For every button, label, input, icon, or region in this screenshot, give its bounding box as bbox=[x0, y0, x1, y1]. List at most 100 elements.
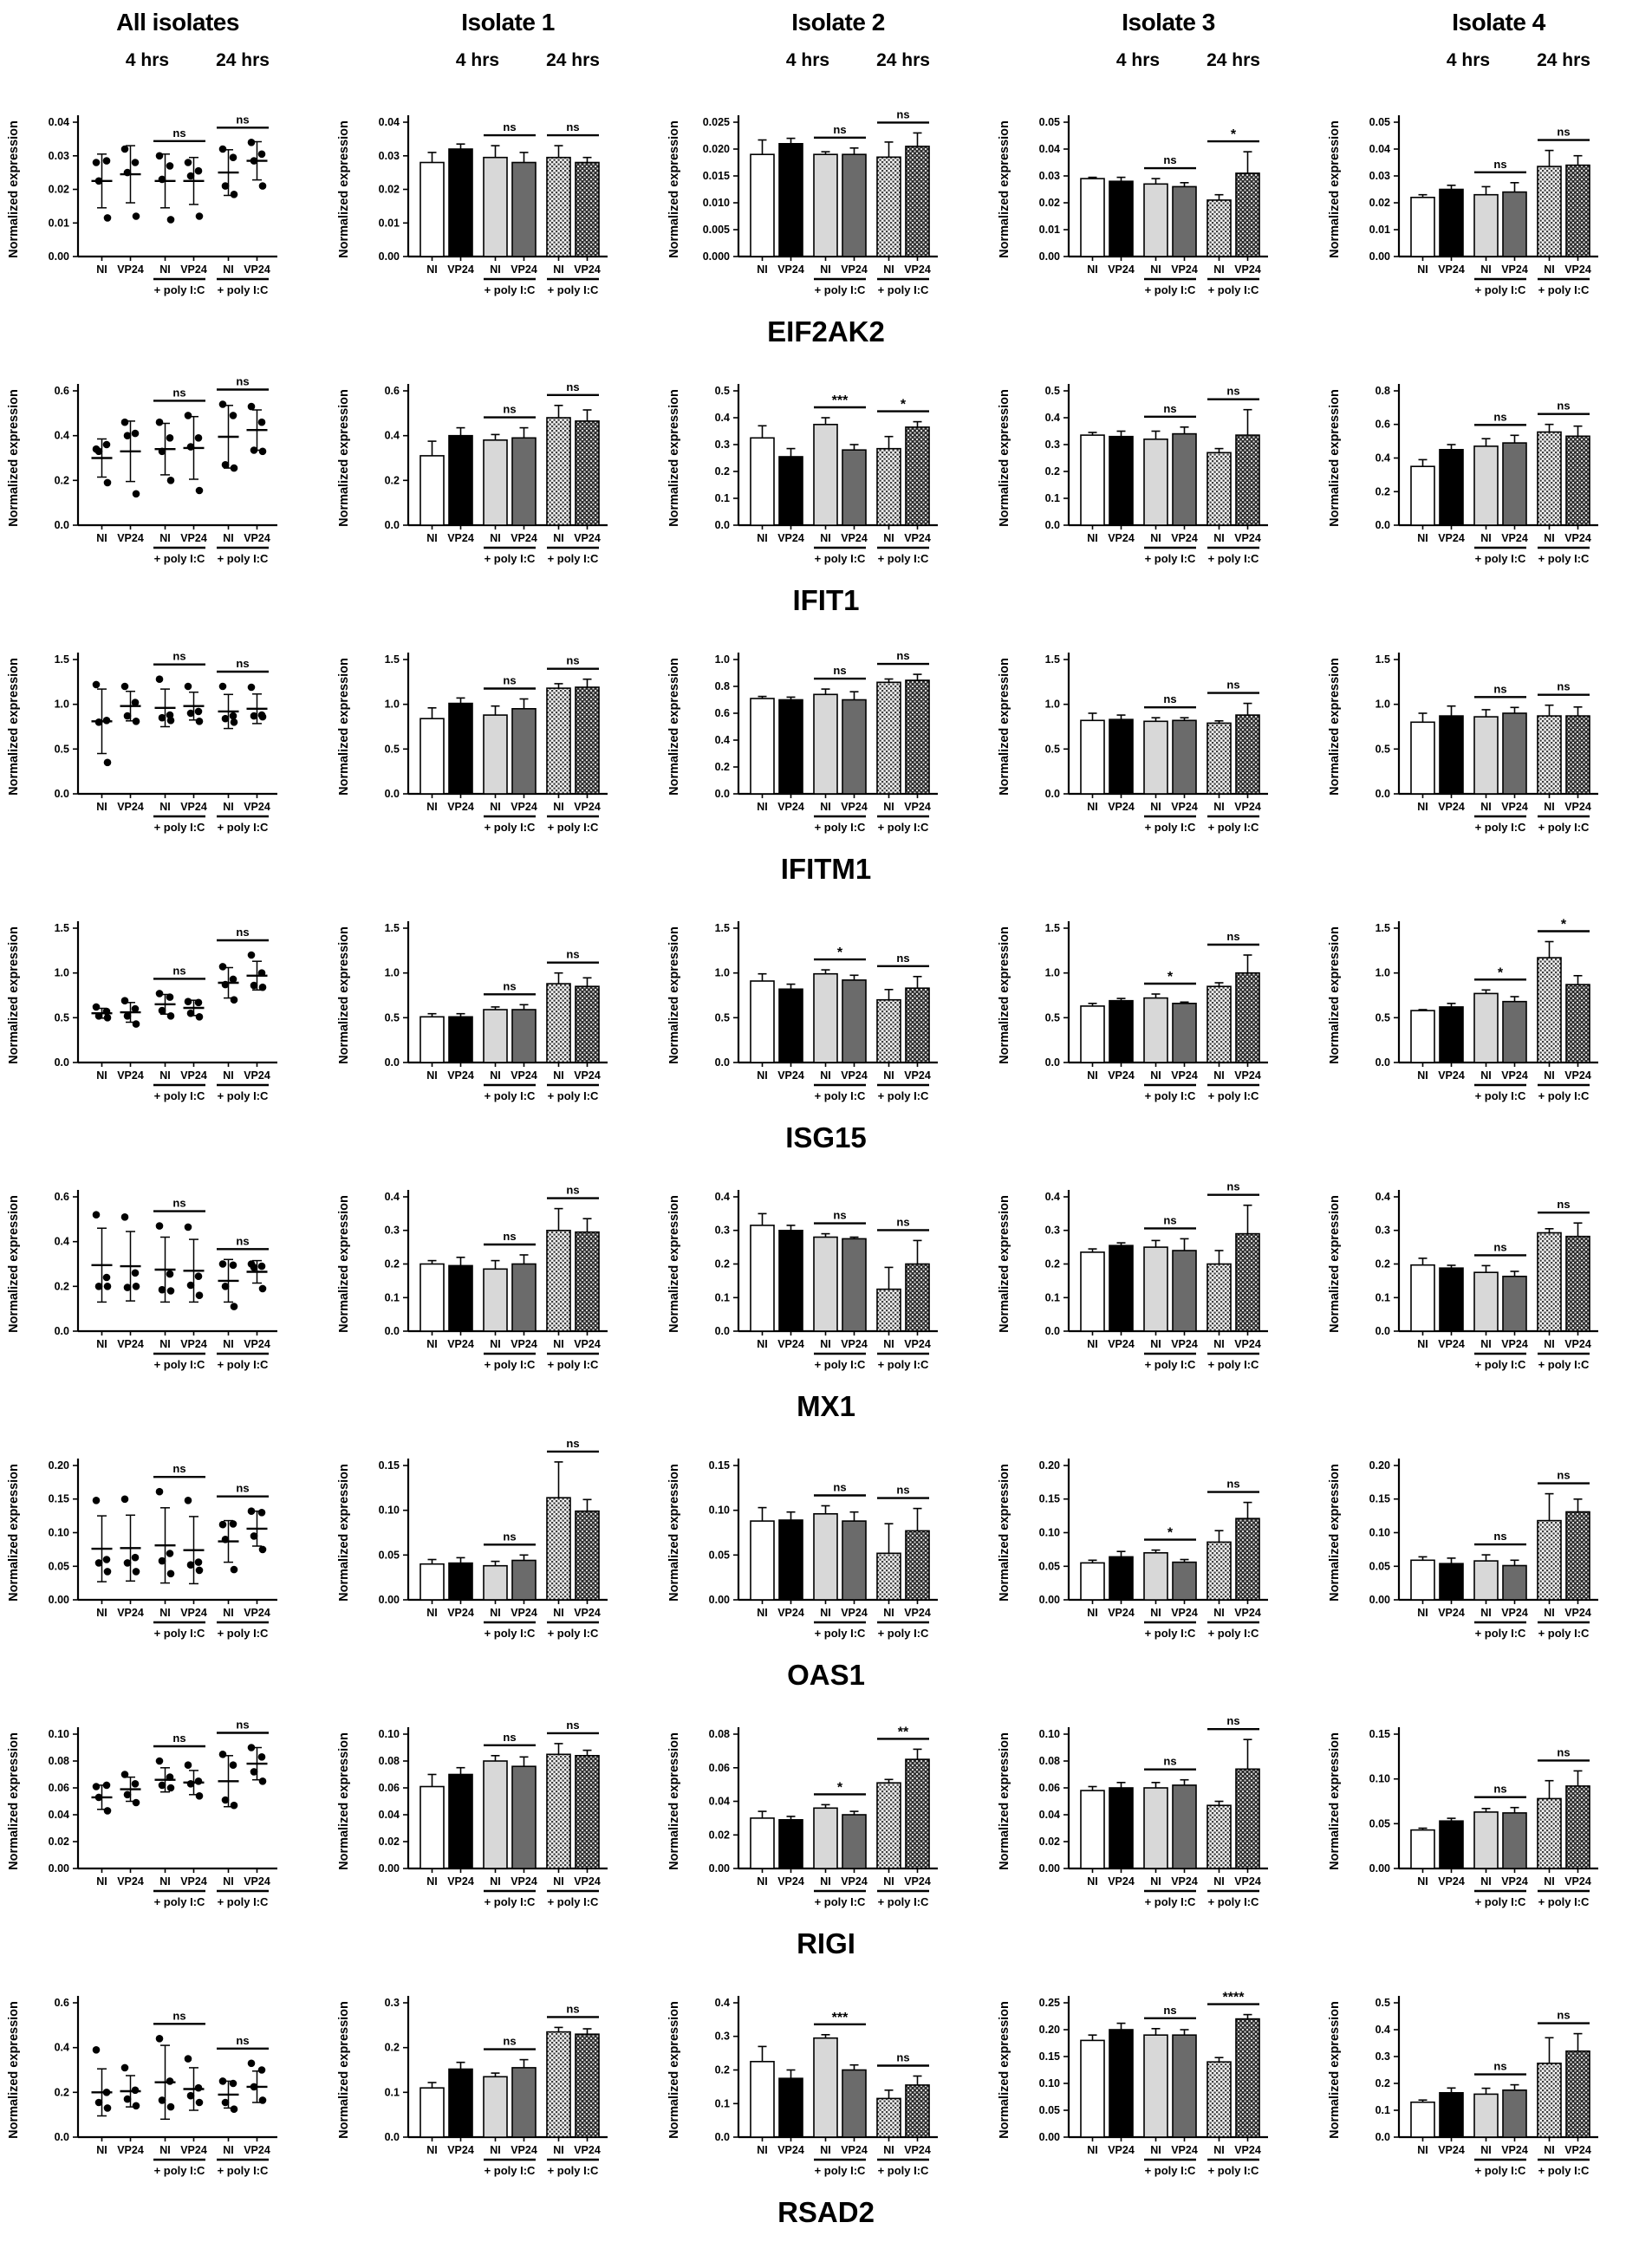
svg-text:0.2: 0.2 bbox=[715, 1258, 730, 1270]
svg-text:+ poly I:C: + poly I:C bbox=[154, 1627, 205, 1640]
svg-text:0.2: 0.2 bbox=[385, 1258, 400, 1270]
svg-text:Normalized expression: Normalized expression bbox=[337, 120, 351, 258]
svg-text:0.6: 0.6 bbox=[55, 1191, 69, 1203]
svg-text:+ poly I:C: + poly I:C bbox=[548, 1627, 599, 1640]
plot-rigi-isolate-2: 0.00 0.02 0.04 0.06 0.08 Normalized expressio… bbox=[660, 1695, 991, 1927]
svg-text:VP24: VP24 bbox=[1564, 1607, 1591, 1619]
svg-text:0.2: 0.2 bbox=[55, 1280, 69, 1292]
chart-svg: 0.0 0.5 1.0 1.5 Normalized expression * ns NI VP… bbox=[998, 921, 1268, 1102]
plot-rsad2-all-isolates: 0.0 0.2 0.4 0.6 Normalized expression ns ns NI V… bbox=[0, 1964, 330, 2196]
svg-text:VP24: VP24 bbox=[180, 263, 207, 276]
svg-text:0.10: 0.10 bbox=[709, 1504, 730, 1517]
svg-text:0.1: 0.1 bbox=[385, 2086, 400, 2098]
svg-text:0.15: 0.15 bbox=[1039, 1493, 1060, 1505]
svg-text:+ poly I:C: + poly I:C bbox=[1475, 552, 1526, 565]
svg-text:+ poly I:C: + poly I:C bbox=[154, 283, 205, 296]
svg-text:Normalized expression: Normalized expression bbox=[7, 1732, 21, 1870]
svg-text:NI: NI bbox=[223, 532, 234, 544]
svg-text:VP24: VP24 bbox=[574, 1607, 601, 1619]
svg-text:NI: NI bbox=[1087, 1069, 1098, 1082]
svg-text:0.00: 0.00 bbox=[379, 1862, 400, 1875]
svg-text:NI: NI bbox=[553, 1069, 564, 1082]
plot-rsad2-isolate-2: 0.0 0.1 0.2 0.3 0.4 Normalized expression *** n… bbox=[660, 1964, 991, 2196]
svg-text:0.2: 0.2 bbox=[1045, 465, 1060, 478]
svg-text:0.0: 0.0 bbox=[385, 2131, 400, 2143]
svg-text:0.4: 0.4 bbox=[715, 412, 730, 424]
svg-text:0.20: 0.20 bbox=[1039, 2024, 1060, 2036]
svg-text:VP24: VP24 bbox=[574, 263, 601, 276]
chart-svg: 0.00 0.02 0.04 0.06 0.08 0.10 Normalized expre… bbox=[998, 1714, 1268, 1908]
svg-text:0.10: 0.10 bbox=[1039, 2077, 1060, 2089]
svg-text:NI: NI bbox=[96, 1069, 107, 1082]
svg-text:VP24: VP24 bbox=[180, 1069, 207, 1082]
svg-text:NI: NI bbox=[159, 2144, 171, 2156]
svg-text:0.04: 0.04 bbox=[379, 116, 400, 128]
svg-text:ns: ns bbox=[1226, 385, 1239, 398]
svg-text:VP24: VP24 bbox=[574, 801, 601, 813]
svg-text:1.5: 1.5 bbox=[1045, 922, 1060, 934]
svg-text:NI: NI bbox=[553, 1338, 564, 1350]
svg-text:VP24: VP24 bbox=[1438, 1607, 1465, 1619]
svg-text:1.5: 1.5 bbox=[385, 922, 400, 934]
svg-text:+ poly I:C: + poly I:C bbox=[548, 1089, 599, 1102]
svg-text:VP24: VP24 bbox=[447, 1875, 474, 1888]
svg-text:0.0: 0.0 bbox=[1376, 1056, 1390, 1069]
svg-text:****: **** bbox=[1223, 1991, 1246, 2005]
plot-oas1-all-isolates: 0.00 0.05 0.10 0.15 0.20 Normalized expressio… bbox=[0, 1426, 330, 1659]
svg-text:NI: NI bbox=[820, 1875, 831, 1888]
svg-text:1.5: 1.5 bbox=[385, 653, 400, 666]
column-header-isolate-4: Isolate 4 4 hrs 24 hrs bbox=[1321, 0, 1651, 83]
svg-text:NI: NI bbox=[1213, 1338, 1225, 1350]
svg-text:0.02: 0.02 bbox=[709, 1829, 730, 1841]
svg-text:Normalized expression: Normalized expression bbox=[998, 120, 1011, 258]
time-label-4hrs: 4 hrs bbox=[1446, 50, 1491, 70]
svg-text:VP24: VP24 bbox=[447, 801, 474, 813]
chart-svg: 0.00 0.01 0.02 0.03 0.04 0.05 Normalized expre… bbox=[998, 115, 1268, 296]
svg-text:VP24: VP24 bbox=[1171, 1069, 1198, 1082]
svg-text:0.10: 0.10 bbox=[1369, 1773, 1390, 1785]
svg-text:NI: NI bbox=[159, 1875, 171, 1888]
svg-text:0.5: 0.5 bbox=[715, 1011, 730, 1024]
svg-text:ns: ns bbox=[566, 1719, 579, 1732]
svg-text:+ poly I:C: + poly I:C bbox=[1208, 283, 1259, 296]
svg-text:NI: NI bbox=[159, 1607, 171, 1619]
svg-text:NI: NI bbox=[1417, 1875, 1428, 1888]
svg-text:0.01: 0.01 bbox=[1039, 224, 1060, 236]
svg-text:0.01: 0.01 bbox=[1369, 224, 1390, 236]
svg-text:***: *** bbox=[832, 393, 849, 408]
svg-text:NI: NI bbox=[820, 801, 831, 813]
svg-text:0.2: 0.2 bbox=[715, 761, 730, 773]
plot-ifit1-isolate-1: 0.0 0.2 0.4 0.6 Normalized expression ns ns NI V… bbox=[330, 352, 660, 584]
svg-text:NI: NI bbox=[490, 1338, 501, 1350]
svg-text:+ poly I:C: + poly I:C bbox=[154, 2164, 205, 2177]
svg-text:VP24: VP24 bbox=[1438, 1338, 1465, 1350]
svg-text:+ poly I:C: + poly I:C bbox=[878, 1089, 929, 1102]
svg-text:*: * bbox=[1231, 127, 1237, 142]
chart-svg: 0.0 0.1 0.2 0.3 0.4 0.5 Normalized expression n… bbox=[1328, 1996, 1598, 2177]
svg-text:VP24: VP24 bbox=[244, 263, 270, 276]
svg-text:NI: NI bbox=[1087, 532, 1098, 544]
svg-text:+ poly I:C: + poly I:C bbox=[218, 821, 269, 834]
svg-text:+ poly I:C: + poly I:C bbox=[218, 1895, 269, 1908]
svg-text:ns: ns bbox=[236, 2034, 249, 2047]
svg-text:NI: NI bbox=[223, 2144, 234, 2156]
svg-text:NI: NI bbox=[96, 2144, 107, 2156]
svg-text:NI: NI bbox=[490, 2144, 501, 2156]
gene-row-rsad2: 0.0 0.2 0.4 0.6 Normalized expression ns ns NI V… bbox=[0, 1964, 1652, 2196]
svg-text:+ poly I:C: + poly I:C bbox=[1208, 552, 1259, 565]
time-label-24hrs: 24 hrs bbox=[546, 50, 600, 70]
svg-text:VP24: VP24 bbox=[904, 2144, 931, 2156]
svg-text:VP24: VP24 bbox=[904, 1338, 931, 1350]
svg-text:+ poly I:C: + poly I:C bbox=[815, 2164, 866, 2177]
svg-text:+ poly I:C: + poly I:C bbox=[548, 283, 599, 296]
svg-text:VP24: VP24 bbox=[777, 1069, 804, 1082]
svg-text:0.0: 0.0 bbox=[55, 519, 69, 531]
svg-text:+ poly I:C: + poly I:C bbox=[815, 1895, 866, 1908]
svg-text:NI: NI bbox=[223, 1338, 234, 1350]
svg-text:+ poly I:C: + poly I:C bbox=[485, 1895, 536, 1908]
svg-text:NI: NI bbox=[159, 263, 171, 276]
chart-svg: 0.00 0.05 0.10 0.15 0.20 Normalized expressio… bbox=[1328, 1459, 1598, 1640]
svg-text:VP24: VP24 bbox=[244, 1875, 270, 1888]
column-header-isolate-2: Isolate 2 4 hrs 24 hrs bbox=[660, 0, 991, 83]
svg-text:0.1: 0.1 bbox=[715, 492, 730, 504]
